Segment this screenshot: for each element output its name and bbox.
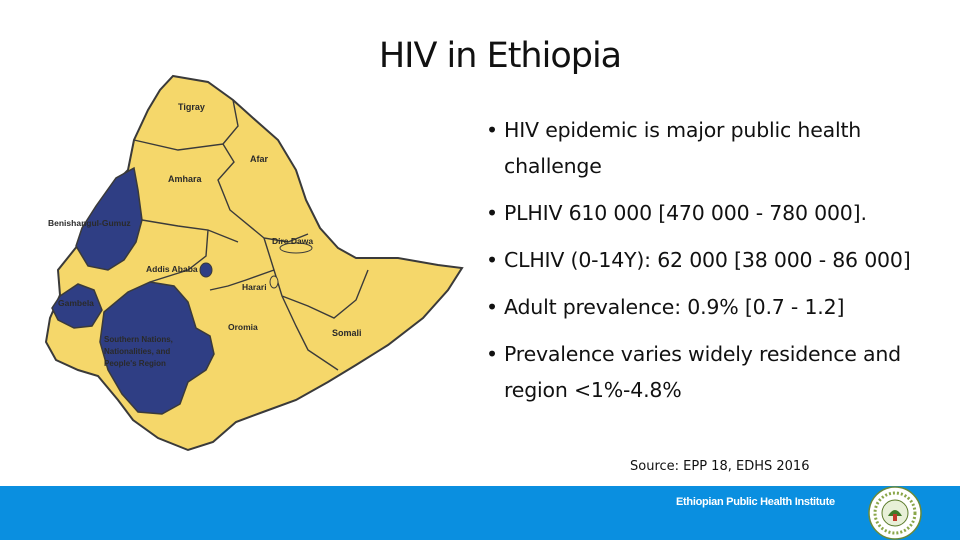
ethiopia-region-map: Tigray Afar Amhara Benishangul-Gumuz Dir… — [44, 74, 464, 452]
label-afar: Afar — [250, 154, 269, 164]
label-addis-ababa: Addis Ababa — [146, 264, 198, 274]
label-snnp-line1: Southern Nations, — [104, 335, 173, 344]
bullet-item: • CLHIV (0-14Y): 62 000 [38 000 - 86 000… — [486, 242, 926, 278]
bullet-symbol: • — [486, 295, 498, 319]
slide-title: HIV in Ethiopia — [378, 36, 622, 76]
label-dire-dawa: Dire Dawa — [272, 236, 313, 246]
bullet-text: PLHIV 610 000 [470 000 - 780 000]. — [504, 201, 867, 225]
bullet-list: • HIV epidemic is major public health ch… — [486, 112, 926, 419]
bullet-symbol: • — [486, 201, 498, 225]
ephi-logo-icon — [868, 486, 922, 540]
gambela-region — [51, 283, 103, 329]
label-tigray: Tigray — [178, 102, 205, 112]
bullet-text: Prevalence varies widely residence and r… — [504, 342, 901, 402]
benishangul-region — [75, 166, 143, 271]
bullet-text: Adult prevalence: 0.9% [0.7 - 1.2] — [504, 295, 845, 319]
bullet-text: CLHIV (0-14Y): 62 000 [38 000 - 86 000] — [504, 248, 911, 272]
label-gambela: Gambela — [58, 298, 94, 308]
bullet-symbol: • — [486, 248, 498, 272]
region-borders — [133, 99, 369, 371]
bullet-symbol: • — [486, 342, 498, 366]
harari-marker — [269, 275, 279, 289]
bullet-text: HIV epidemic is major public health chal… — [504, 118, 862, 178]
bullet-symbol: • — [486, 118, 498, 142]
source-citation: Source: EPP 18, EDHS 2016 — [630, 459, 810, 474]
snnp-region — [99, 281, 215, 415]
label-amhara: Amhara — [168, 174, 203, 184]
label-snnp-line2: Nationalities, and — [104, 347, 170, 356]
bullet-item: • HIV epidemic is major public health ch… — [486, 112, 926, 184]
label-snnp-line3: People's Region — [104, 359, 166, 368]
label-benishangul: Benishangul-Gumuz — [48, 218, 131, 228]
institute-name: Ethiopian Public Health Institute — [676, 496, 835, 508]
dire-dawa-marker — [279, 242, 313, 254]
bullet-item: • PLHIV 610 000 [470 000 - 780 000]. — [486, 195, 926, 231]
footer-bar: Ethiopian Public Health Institute — [0, 486, 960, 540]
label-oromia: Oromia — [228, 322, 258, 332]
bullet-item: • Adult prevalence: 0.9% [0.7 - 1.2] — [486, 289, 926, 325]
bullet-item: • Prevalence varies widely residence and… — [486, 336, 926, 408]
label-somali: Somali — [332, 328, 362, 338]
addis-ababa-marker — [199, 262, 213, 278]
label-harari: Harari — [242, 282, 267, 292]
